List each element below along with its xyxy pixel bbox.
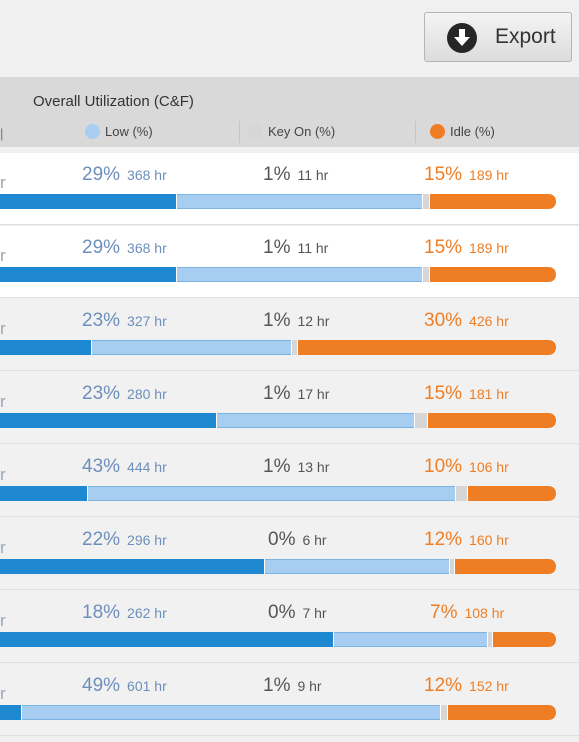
bar-segment-low	[177, 194, 422, 209]
table-row[interactable]: r 22% 296 hr 0% 6 hr 12% 160 hr	[0, 518, 579, 590]
bar-segment-low	[177, 267, 422, 282]
key-on-value: 0% 6 hr	[268, 529, 327, 550]
low-value: 29% 368 hr	[82, 237, 167, 258]
idle-value: 12% 152 hr	[424, 675, 509, 696]
low-value: 23% 327 hr	[82, 310, 167, 331]
truncated-cell: r	[0, 173, 6, 192]
idle-value: 15% 189 hr	[424, 237, 509, 258]
low-dot-icon	[85, 124, 100, 139]
bar-segment-high	[0, 340, 92, 355]
export-button[interactable]: Export	[424, 12, 572, 62]
column-group-title: Overall Utilization (C&F)	[33, 93, 194, 110]
download-arrow-icon	[447, 23, 477, 53]
table-row[interactable]: r 18% 262 hr 0% 7 hr 7% 108 hr	[0, 591, 579, 663]
idle-value: 7% 108 hr	[430, 602, 505, 623]
bar-segment-key-on	[422, 194, 430, 209]
idle-value: 10% 106 hr	[424, 456, 509, 477]
table-row[interactable]: r 49% 601 hr 1% 9 hr 12% 152 hr	[0, 664, 579, 736]
truncated-cell: r	[0, 246, 6, 265]
key-on-value: 1% 17 hr	[263, 383, 330, 404]
bar-segment-high	[0, 413, 217, 428]
utilization-bar	[0, 486, 556, 501]
key-on-value: 1% 12 hr	[263, 310, 330, 331]
key-on-value: 1% 13 hr	[263, 456, 330, 477]
bar-segment-low	[88, 486, 455, 501]
idle-value: 12% 160 hr	[424, 529, 509, 550]
low-value: 22% 296 hr	[82, 529, 167, 550]
utilization-bar	[0, 413, 556, 428]
bar-segment-high	[0, 194, 177, 209]
key-on-value: 1% 11 hr	[263, 237, 329, 258]
bar-segment-low	[334, 632, 487, 647]
low-value: 49% 601 hr	[82, 675, 167, 696]
key-on-value: 1% 9 hr	[263, 675, 322, 696]
key-on-value: 0% 7 hr	[268, 602, 327, 623]
utilization-bar	[0, 559, 556, 574]
legend-low-label: Low (%)	[105, 124, 153, 139]
legend-divider	[415, 121, 416, 143]
truncated-cell: r	[0, 684, 6, 703]
idle-value: 30% 426 hr	[424, 310, 509, 331]
legend-idle-label: Idle (%)	[450, 124, 495, 139]
table-row[interactable]: r 43% 444 hr 1% 13 hr 10% 106 hr	[0, 445, 579, 517]
key-on-dot-icon	[248, 124, 263, 139]
bar-segment-key-on	[455, 486, 468, 501]
bar-segment-idle	[448, 705, 556, 720]
bar-segment-idle	[430, 267, 556, 282]
bar-segment-low	[265, 559, 449, 574]
truncated-cell: r	[0, 392, 6, 411]
low-value: 18% 262 hr	[82, 602, 167, 623]
bar-segment-key-on	[422, 267, 430, 282]
utilization-header: Overall Utilization (C&F) | Low (%) Key …	[0, 77, 579, 147]
table-row[interactable]: r 23% 327 hr 1% 12 hr 30% 426 hr	[0, 299, 579, 371]
legend-low: Low (%)	[85, 124, 153, 139]
bar-segment-key-on	[414, 413, 428, 428]
bar-segment-high	[0, 632, 334, 647]
bar-segment-idle	[430, 194, 556, 209]
bar-segment-high	[0, 486, 88, 501]
idle-dot-icon	[430, 124, 445, 139]
low-value: 29% 368 hr	[82, 164, 167, 185]
bar-segment-key-on	[449, 559, 455, 574]
bar-segment-high	[0, 705, 22, 720]
bar-segment-key-on	[440, 705, 448, 720]
table-row[interactable]: r 23% 280 hr 1% 17 hr 15% 181 hr	[0, 372, 579, 444]
bar-segment-idle	[298, 340, 556, 355]
bar-segment-key-on	[487, 632, 493, 647]
truncated-cell: r	[0, 465, 6, 484]
legend-key-on-label: Key On (%)	[268, 124, 336, 139]
cut-off-separator: |	[0, 126, 4, 141]
bar-segment-high	[0, 559, 265, 574]
idle-value: 15% 189 hr	[424, 164, 509, 185]
legend-key-on: Key On (%)	[248, 124, 335, 139]
bar-segment-high	[0, 267, 177, 282]
bar-segment-low	[92, 340, 291, 355]
utilization-bar	[0, 340, 556, 355]
table-row[interactable]: r 29% 368 hr 1% 11 hr 15% 189 hr	[0, 226, 579, 298]
bar-segment-idle	[428, 413, 556, 428]
bar-segment-low	[22, 705, 440, 720]
utilization-bar	[0, 194, 556, 209]
bar-segment-idle	[493, 632, 556, 647]
low-value: 23% 280 hr	[82, 383, 167, 404]
bar-segment-idle	[455, 559, 556, 574]
utilization-bar	[0, 267, 556, 282]
bar-segment-idle	[468, 486, 556, 501]
truncated-cell: r	[0, 611, 6, 630]
truncated-cell: r	[0, 538, 6, 557]
truncated-cell: r	[0, 319, 6, 338]
bar-segment-low	[217, 413, 414, 428]
table-row[interactable]: r 29% 368 hr 1% 11 hr 15% 189 hr	[0, 153, 579, 225]
low-value: 43% 444 hr	[82, 456, 167, 477]
utilization-bar	[0, 705, 556, 720]
legend-idle: Idle (%)	[430, 124, 495, 139]
bar-segment-key-on	[291, 340, 298, 355]
utilization-bar	[0, 632, 556, 647]
key-on-value: 1% 11 hr	[263, 164, 329, 185]
export-label: Export	[495, 25, 556, 48]
idle-value: 15% 181 hr	[424, 383, 509, 404]
legend-divider	[239, 121, 240, 143]
